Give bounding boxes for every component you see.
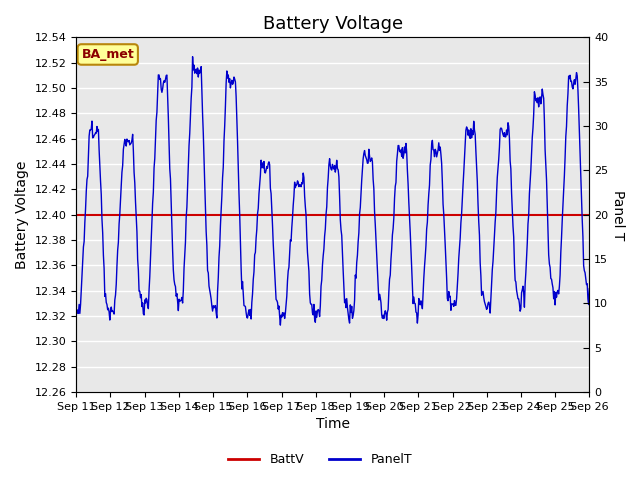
X-axis label: Time: Time <box>316 418 350 432</box>
Text: BA_met: BA_met <box>81 48 134 61</box>
Title: Battery Voltage: Battery Voltage <box>263 15 403 33</box>
Y-axis label: Battery Voltage: Battery Voltage <box>15 160 29 269</box>
Legend: BattV, PanelT: BattV, PanelT <box>223 448 417 471</box>
Y-axis label: Panel T: Panel T <box>611 190 625 240</box>
